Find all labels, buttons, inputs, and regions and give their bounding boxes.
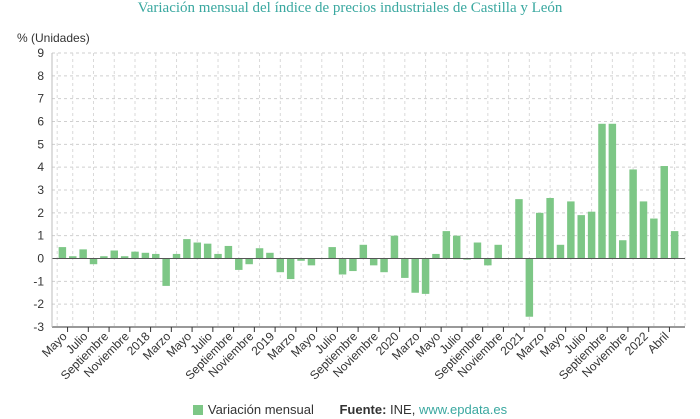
bar [484, 258, 492, 266]
bar [577, 215, 585, 259]
bar [328, 247, 336, 259]
bar [245, 258, 253, 265]
bar [120, 256, 129, 259]
y-tick-label: 0 [37, 252, 44, 266]
bar [359, 244, 368, 259]
bar [131, 251, 139, 259]
bar [473, 242, 482, 259]
y-tick-label: 1 [37, 229, 44, 243]
y-tick-label: 9 [37, 46, 44, 60]
bar [183, 239, 191, 259]
y-tick-label: -1 [33, 274, 44, 288]
bar [390, 235, 399, 259]
bar [401, 258, 409, 278]
bar [608, 123, 617, 259]
y-tick-label: -3 [33, 320, 44, 334]
bar [567, 201, 575, 259]
bar [639, 201, 648, 259]
source-link[interactable]: www.epdata.es [418, 402, 508, 417]
bar [546, 197, 554, 259]
bar [235, 258, 243, 270]
bar [89, 258, 98, 265]
y-tick-label: 6 [37, 115, 44, 129]
bar [297, 258, 305, 261]
bar [463, 258, 471, 260]
bar [421, 258, 430, 294]
y-tick-label: -2 [33, 297, 44, 311]
bar [619, 240, 627, 259]
bar [69, 256, 77, 259]
bar [338, 258, 347, 275]
x-tick-label: Abril [645, 329, 672, 356]
y-tick-label: 5 [37, 137, 44, 151]
y-axis-label: % (Unidades) [17, 31, 90, 45]
bar [276, 258, 285, 273]
legend-swatch [192, 405, 203, 415]
y-tick-label: 7 [37, 92, 44, 106]
bar [587, 211, 596, 259]
bar [255, 248, 264, 259]
bar [494, 244, 502, 259]
bar [349, 258, 357, 272]
bar [110, 250, 118, 259]
bar [152, 253, 160, 259]
bar [266, 252, 274, 259]
bar [224, 245, 233, 259]
bar [535, 212, 544, 259]
y-tick-label: 8 [37, 69, 44, 83]
bar [660, 166, 668, 259]
bar [670, 231, 679, 259]
bar [629, 169, 637, 259]
bar [162, 258, 170, 286]
bar [141, 252, 150, 259]
bar [556, 244, 565, 259]
bar [432, 253, 440, 259]
chart-title: Variación mensual del índice de precios … [137, 0, 563, 16]
bar [515, 199, 523, 259]
bar [79, 249, 87, 259]
bar [525, 258, 534, 317]
bar [214, 253, 222, 259]
bar [598, 123, 606, 259]
legend-item-variacion[interactable]: Variación mensual [192, 402, 314, 417]
y-tick-label: 4 [37, 160, 44, 174]
bar [286, 258, 295, 280]
bar [58, 247, 67, 259]
source-text: INE, [390, 402, 416, 417]
bar [442, 231, 451, 259]
bar [411, 258, 419, 293]
bar [193, 242, 202, 259]
bar [452, 235, 461, 259]
bar-chart: -3-2-10123456789MayoJulioSeptiembreNovie… [33, 46, 686, 383]
y-tick-label: 3 [37, 183, 44, 197]
y-tick-label: 2 [37, 206, 44, 220]
legend: Variación mensual Fuente: INE, www.epdat… [0, 402, 700, 417]
bar [650, 218, 658, 259]
bar [172, 253, 181, 259]
bar [100, 256, 108, 259]
source-label: Fuente: [339, 402, 387, 417]
bar [307, 258, 316, 266]
bar [369, 258, 378, 266]
bar [203, 243, 212, 259]
legend-series-label: Variación mensual [207, 402, 314, 417]
bar [380, 258, 388, 273]
